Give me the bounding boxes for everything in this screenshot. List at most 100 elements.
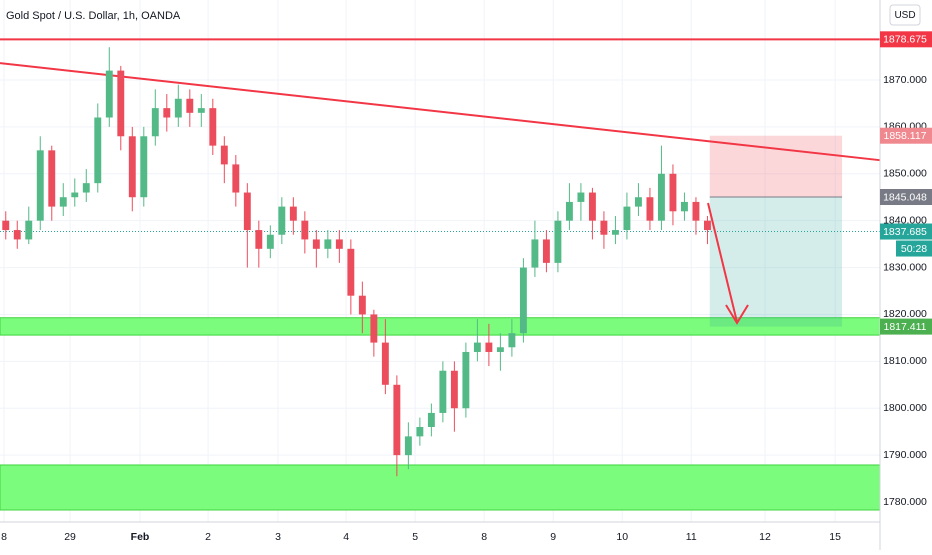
candle: [427, 403, 435, 437]
candle-body: [646, 197, 654, 221]
candle-body: [289, 206, 297, 221]
candle: [600, 211, 608, 249]
candle: [657, 145, 665, 231]
candle: [312, 230, 320, 268]
candle: [25, 206, 33, 245]
candle: [450, 361, 458, 432]
x-tick-label: 15: [829, 531, 841, 543]
candle-body: [704, 220, 711, 231]
candle-body: [174, 98, 182, 118]
candle: [301, 211, 309, 254]
y-tick-label: 1850.000: [883, 168, 927, 180]
candle-body: [324, 239, 332, 249]
y-tick-label: 1790.000: [883, 449, 927, 461]
x-tick-label: 11: [686, 531, 697, 543]
candle: [278, 197, 286, 245]
candle: [565, 183, 573, 231]
candle-body: [692, 201, 700, 221]
candle: [255, 220, 263, 268]
candle: [646, 187, 654, 231]
support-zone: [0, 464, 881, 511]
candle-body: [404, 436, 412, 456]
candle-body: [197, 108, 205, 113]
plot-layer: [0, 0, 881, 522]
candle: [611, 215, 619, 245]
candle: [186, 89, 194, 127]
candle: [577, 183, 585, 221]
candle-body: [186, 98, 194, 113]
candle-body: [278, 206, 286, 235]
candle-body: [634, 197, 642, 207]
candle: [634, 183, 642, 216]
candle: [347, 239, 355, 315]
candle: [393, 375, 401, 477]
candle-body: [117, 70, 125, 137]
currency-button[interactable]: [889, 4, 921, 26]
candle: [128, 126, 136, 212]
trendline: [0, 62, 881, 162]
candle-body: [588, 192, 596, 221]
x-tick-label: 3: [275, 531, 281, 543]
candle-body: [82, 183, 90, 193]
x-tick-label: 12: [759, 531, 771, 543]
y-tick-label: 1810.000: [883, 355, 927, 367]
candle: [117, 65, 125, 151]
candle-body: [508, 333, 516, 348]
x-tick-label: 29: [64, 531, 76, 543]
arrow-head: [725, 304, 749, 325]
candle-body: [496, 347, 504, 352]
price-tag: [880, 223, 932, 240]
price-tag: [880, 31, 932, 48]
x-tick-label: 9: [550, 531, 556, 543]
candle-body: [485, 342, 493, 352]
candle: [174, 84, 182, 127]
candle: [220, 136, 228, 184]
x-tick-label: Feb: [131, 531, 150, 543]
candle-body: [2, 220, 10, 231]
candle: [508, 319, 516, 357]
candle-body: [565, 201, 573, 221]
candle-body: [140, 136, 148, 198]
candle: [554, 211, 562, 273]
candle: [381, 319, 389, 395]
candle: [370, 309, 378, 357]
x-tick-label: 2: [205, 531, 211, 543]
price-tag-label: 1837.685: [883, 226, 927, 238]
x-tick-label: 8: [481, 531, 487, 543]
candle: [358, 281, 366, 334]
candle: [151, 89, 159, 146]
candle: [623, 192, 631, 240]
x-tick-label: 4: [343, 531, 349, 543]
arrow-shaft: [707, 202, 738, 323]
candle: [462, 342, 470, 418]
candle-body: [266, 234, 274, 249]
currency-label: USD: [894, 10, 915, 21]
candle-body: [36, 150, 44, 221]
candle-body: [128, 136, 136, 198]
candle-body: [381, 342, 389, 385]
candle-body: [657, 173, 665, 221]
candle-body: [94, 117, 102, 184]
y-tick-label: 1820.000: [883, 308, 927, 320]
candle: [680, 192, 688, 221]
candle: [140, 126, 148, 207]
candle-body: [531, 239, 539, 268]
candle-body: [600, 220, 608, 235]
candle: [71, 178, 79, 207]
candle: [519, 258, 527, 343]
candle-body: [25, 220, 33, 240]
y-tick-label: 1870.000: [883, 74, 927, 86]
candle: [94, 103, 102, 193]
candle-body: [519, 267, 527, 334]
candle: [232, 155, 240, 207]
candle: [531, 220, 539, 277]
candle: [209, 98, 217, 156]
candle-body: [232, 164, 240, 193]
candle-body: [439, 370, 447, 413]
candle: [404, 422, 412, 470]
price-tag-label: 1817.411: [883, 321, 926, 333]
x-tick-label: 5: [412, 531, 418, 543]
price-tag-label: 1845.048: [883, 191, 927, 203]
countdown-label: 50:28: [901, 243, 927, 255]
stop-zone: [709, 135, 843, 198]
